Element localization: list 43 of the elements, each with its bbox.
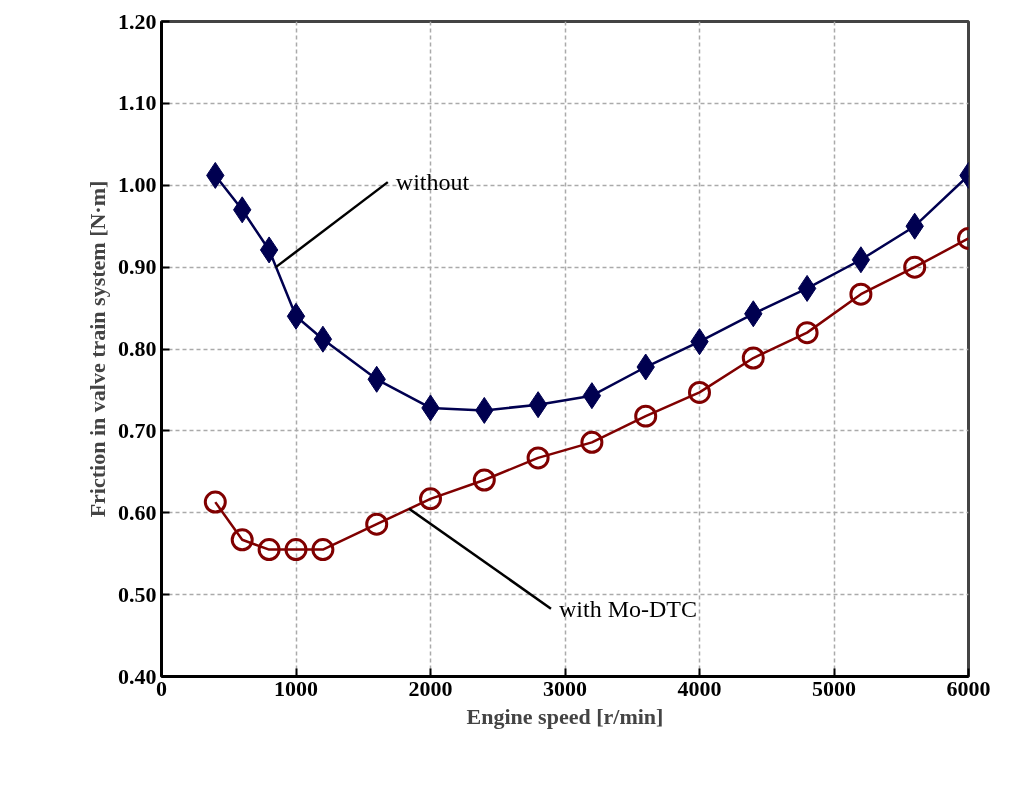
point [795, 321, 819, 345]
point [849, 282, 873, 306]
y-tick-label: 1.00 [118, 172, 157, 198]
x-tick-label: 2000 [408, 675, 453, 701]
x-tick-label: 5000 [812, 675, 856, 701]
y-tick-label: 0.80 [118, 336, 157, 361]
point [582, 382, 602, 410]
point [903, 255, 927, 279]
point [203, 490, 227, 514]
point [284, 538, 308, 562]
point [419, 487, 442, 511]
point [259, 236, 279, 264]
y-tick-label: 1.20 [118, 8, 157, 34]
y-tick-label: 0.70 [118, 417, 157, 443]
y-tick-label: 0.60 [118, 499, 157, 525]
y-tick-label: 0.90 [118, 254, 157, 280]
point [741, 346, 765, 370]
point [688, 380, 711, 404]
annotation: without [395, 169, 470, 196]
point [286, 302, 306, 330]
annotation: with Mo-DTC [558, 595, 697, 622]
x-tick-label: 1000 [274, 675, 318, 701]
x-tick-label: 6000 [946, 675, 991, 701]
point [851, 246, 871, 274]
point [313, 325, 333, 353]
y-tick-label: 0.40 [118, 663, 157, 689]
x-tick-label: 4000 [677, 675, 722, 701]
y-tick-label: 0.50 [118, 581, 157, 607]
x-axis-title: Engine speed [r/min] [466, 703, 664, 729]
point [311, 538, 335, 562]
point [797, 274, 817, 302]
point [634, 404, 658, 428]
x-tick-label: 3000 [543, 675, 587, 701]
y-axis-title: Friction in valve train system [N·m] [85, 180, 110, 518]
point [365, 512, 389, 536]
point [472, 468, 496, 492]
x-tick-label: 0 [156, 675, 167, 701]
y-tick-label: 1.10 [118, 90, 157, 116]
point [580, 430, 604, 454]
point [230, 528, 254, 552]
point [257, 538, 281, 562]
point [528, 391, 548, 419]
point [526, 446, 550, 470]
